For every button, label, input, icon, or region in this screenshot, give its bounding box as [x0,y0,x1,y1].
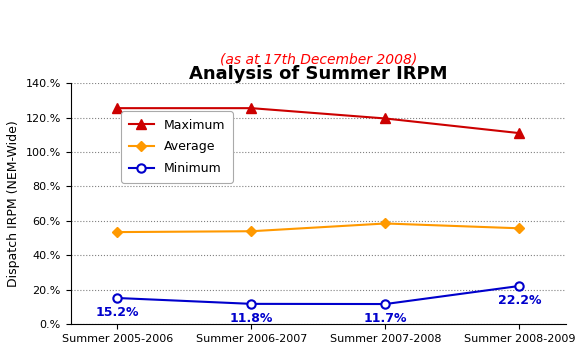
Y-axis label: Dispatch IRPM (NEM-Wide): Dispatch IRPM (NEM-Wide) [7,120,20,287]
Minimum [382,302,389,306]
Line: Average: Average [114,220,523,236]
Text: 11.7%: 11.7% [364,312,407,325]
Minimum [114,296,121,300]
Text: 22.2%: 22.2% [498,294,541,307]
Maximum [114,106,121,110]
Line: Minimum: Minimum [113,282,523,308]
Line: Maximum: Maximum [113,103,524,138]
Average [248,229,255,233]
Minimum [516,284,523,288]
Title: Analysis of Summer IRPM: Analysis of Summer IRPM [189,65,448,83]
Text: 11.8%: 11.8% [230,311,273,325]
Maximum [382,116,389,121]
Maximum [248,106,255,110]
Text: (as at 17th December 2008): (as at 17th December 2008) [220,52,417,66]
Minimum [248,302,255,306]
Average [114,230,121,234]
Text: 15.2%: 15.2% [96,306,139,319]
Legend: Maximum, Average, Minimum: Maximum, Average, Minimum [121,111,233,183]
Average [382,221,389,226]
Average [516,226,523,231]
Maximum [516,131,523,135]
